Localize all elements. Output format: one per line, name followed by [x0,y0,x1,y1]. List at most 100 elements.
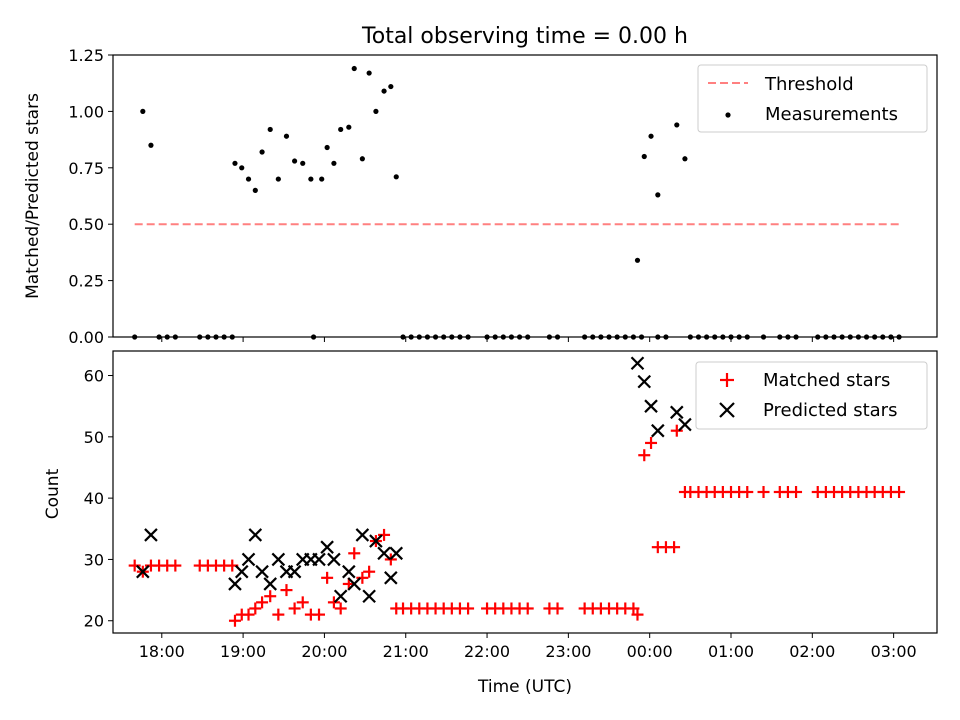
top-y-axis-label: Matched/Predicted stars [23,93,43,299]
matched-star-point [521,602,534,615]
matched-star-point [348,547,361,560]
predicted-star-point [327,552,341,567]
predicted-star-point [234,564,249,579]
matched-star-point [790,486,803,498]
x-tick-label: 20:00 [301,642,347,661]
top-axes-frame [112,54,938,338]
top-y-tick-label: 0.00 [68,328,104,347]
measurement-point [239,165,245,171]
top-y-tick-label: 1.00 [68,102,104,121]
x-tick-label: 02:00 [789,642,835,661]
predicted-star-point [355,528,370,542]
matched-star-point [264,590,277,603]
predicted-star-point [362,589,376,603]
measurement-point [381,88,387,94]
x-tick-label: 19:00 [220,642,266,661]
measurement-point [648,133,654,139]
predicted-star-point [384,571,398,585]
matched-star-point [249,602,262,615]
predicted-star-point [342,564,356,579]
predicted-star-point [312,552,326,567]
bottom-x-axis: 18:00 19:00 20:00 21:00 22:00 23:00 00:00 01:00… [139,633,917,661]
matched-star-point [668,541,681,554]
measurement-point [682,156,688,162]
matched-star-point [741,486,754,498]
x-tick-label: 23:00 [545,642,591,661]
predicted-star-point [347,577,362,591]
measurement-point [319,176,325,182]
matched-star-point [356,571,369,584]
measurement-point [283,133,290,139]
matched-star-point [288,602,301,615]
measurement-point [373,108,379,114]
measurement-point [366,70,372,76]
measurement-point [674,122,680,128]
matched-star-point [638,449,651,462]
measurement-point [655,192,661,198]
predicted-star-point [320,540,334,554]
top-y-tick-label: 0.75 [68,159,104,178]
matched-star-point [242,608,255,621]
predicted-star-point [389,546,404,561]
predicted-star-point [263,577,277,591]
bottom-y-tick-label: 20 [84,612,104,631]
predicted-star-point [248,528,263,542]
predicted-star-point [333,589,348,603]
matched-star-point [893,486,906,498]
x-tick-label: 21:00 [383,642,429,661]
matched-star-point [645,436,658,449]
legend-threshold-label: Threshold [764,74,854,95]
measurement-point [393,174,399,180]
matched-star-point [378,528,391,541]
matched-star-point [757,486,770,498]
measurement-point [641,153,647,160]
top-y-axis: 0.00 0.25 0.50 0.75 1.00 1.25 [68,46,113,347]
measurement-point [245,176,252,182]
measurement-point [148,142,154,148]
predicted-star-point [630,356,645,371]
matched-star-point [256,596,269,609]
measurement-point [252,187,258,193]
predicted-star-point [228,577,242,591]
matched-star-point [169,559,182,572]
predicted-star-point [144,528,158,542]
legend-predicted-swatch [719,402,735,418]
legend-measurements-swatch [725,112,731,118]
bottom-y-tick-label: 30 [84,550,104,569]
measurement-point [140,108,146,114]
matched-star-point [327,596,340,609]
predicted-star-point [670,405,684,420]
measurement-point [324,144,330,151]
measurement-point [331,160,337,166]
predicted-star-point [637,374,652,389]
bottom-plot-area [128,356,906,627]
matched-star-point [627,602,640,615]
matched-star-point [462,602,475,615]
measurement-point [267,126,273,133]
measurement-point [292,158,298,164]
predicted-star-point [287,564,302,579]
x-tick-label: 00:00 [627,642,673,661]
predicted-star-point [255,564,269,579]
matched-star-point [551,602,564,615]
bottom-legend: Matched stars Predicted stars [695,361,928,430]
matched-star-point [280,584,293,597]
matched-star-point [128,559,141,572]
measurement-point [388,83,394,90]
matched-star-point [272,608,285,621]
bottom-axes-frame [112,350,938,634]
measurement-point [300,160,306,166]
top-y-tick-label: 1.25 [68,46,104,65]
bottom-y-axis-label: Count [43,468,63,519]
predicted-star-point [271,552,286,567]
x-tick-label: 18:00 [139,642,185,661]
predicted-star-point [651,423,665,438]
predicted-star-point [241,552,256,567]
top-chart-title: Total observing time = 0.00 h [361,24,688,49]
bottom-y-axis: 20 30 40 50 60 [84,367,113,631]
bottom-x-axis-label: Time (UTC) [477,677,572,697]
top-y-tick-label: 0.50 [68,215,104,234]
matched-star-point [313,608,325,621]
legend-measurements-label: Measurements [765,104,898,125]
